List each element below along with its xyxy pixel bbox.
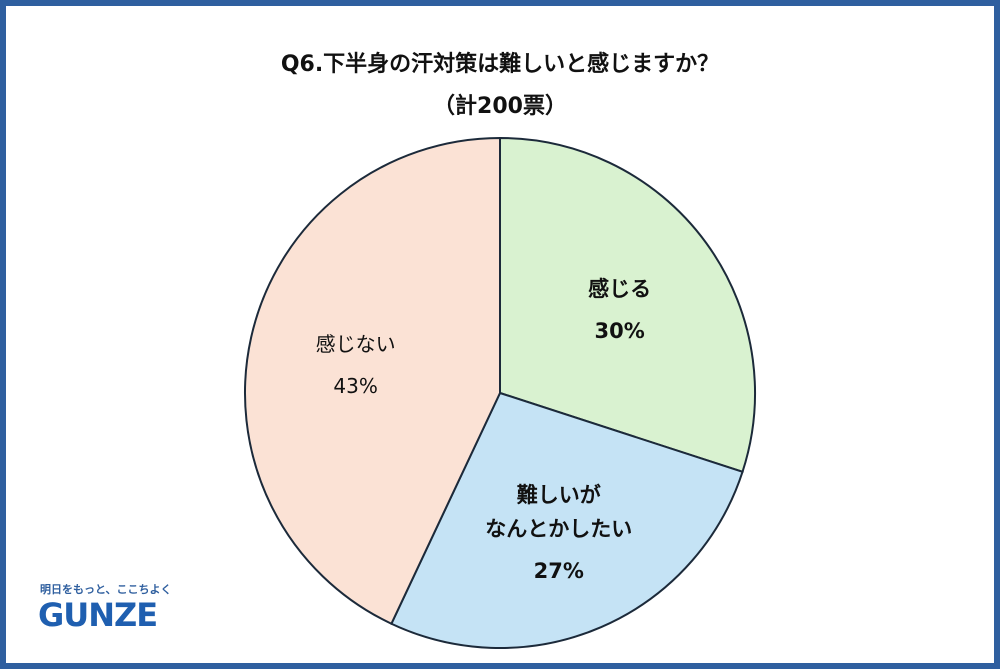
pie-slice [390, 391, 744, 649]
logo-tagline: 明日をもっと、ここちよく [40, 583, 172, 596]
slice-value-label: 27% [533, 558, 584, 583]
slice-label: 感じる [588, 277, 652, 302]
slice-value-label: 30% [594, 319, 645, 344]
slice-label: 感じない [315, 331, 396, 356]
chart-title: Q6.下半身の汗対策は難しいと感じますか？ [280, 52, 720, 77]
logo-name: GUNZE [38, 596, 158, 634]
slice-value-label: 43% [333, 373, 378, 398]
pie-slice [499, 136, 756, 474]
chart-subtitle: （計200票） [433, 94, 567, 119]
pie-slice [244, 136, 501, 626]
slice-label: 難しいが なんとかしたい [485, 482, 633, 541]
